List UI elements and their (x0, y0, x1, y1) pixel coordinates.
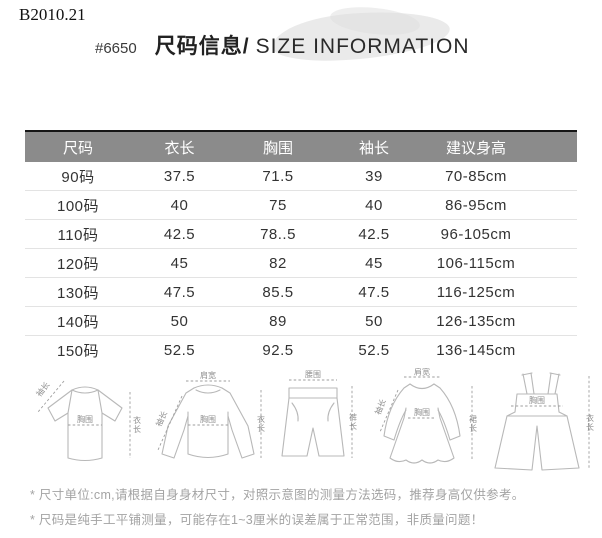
chest-cell: 75 (269, 196, 287, 214)
length-cell: 37.5 (163, 167, 196, 185)
table-row: 140码 50 89 50 126-135cm (25, 307, 577, 336)
height-cell: 116-125cm (436, 283, 516, 301)
size-cell: 90码 (61, 168, 95, 186)
footnote-units: * 尺寸单位:cm,请根据自身身材尺寸，对照示意图的测量方法选码，推荐身高仅供参… (30, 488, 525, 502)
chest-cell: 85.5 (262, 283, 294, 301)
dress-sleeve-label: 袖长 (373, 398, 388, 417)
dress-length-label: 裙长 (469, 414, 478, 433)
shorts-diagram: 腰围 裤长 (281, 370, 358, 458)
longsleeve-chest-label: 胸围 (200, 414, 216, 424)
size-cell: 100码 (56, 197, 100, 215)
chest-cell: 82 (269, 254, 287, 272)
table-body: 90码 37.5 71.5 39 70-85cm 100码 40 75 40 8… (25, 162, 577, 365)
column-header-chest: 胸围 (262, 139, 293, 157)
overalls-length-label: 衣长 (586, 413, 595, 432)
title-chinese: 尺码信息/ (154, 35, 250, 58)
size-cell: 120码 (56, 255, 100, 273)
tee-chest-label: 胸围 (77, 414, 93, 424)
shorts-waist-label: 腰围 (305, 370, 321, 379)
tee-diagram: 胸围 袖长 衣长 (34, 380, 142, 462)
length-cell: 47.5 (163, 283, 196, 301)
sleeve-cell: 52.5 (358, 342, 390, 359)
longsleeve-length-label: 衣长 (257, 414, 266, 433)
height-cell: 96-105cm (440, 225, 512, 243)
length-cell: 52.5 (163, 342, 196, 359)
size-cell: 140码 (56, 313, 100, 331)
sleeve-cell: 42.5 (358, 225, 390, 243)
batch-code: B2010.21 (19, 5, 86, 24)
page-title: #6650 尺码信息/ SIZE INFORMATION (95, 30, 470, 60)
height-cell: 70-85cm (445, 167, 507, 185)
size-cell: 130码 (56, 284, 100, 302)
chest-cell: 92.5 (262, 342, 294, 359)
sleeve-cell: 40 (365, 196, 383, 214)
shorts-length-label: 裤长 (349, 412, 358, 431)
tee-length-label: 衣长 (133, 415, 142, 434)
title-english: SIZE INFORMATION (255, 35, 470, 58)
table-row: 150码 52.5 92.5 52.5 136-145cm (25, 336, 577, 365)
sleeve-cell: 50 (365, 312, 383, 330)
measurement-diagrams: 胸围 袖长 衣长 肩宽 袖长 胸围 衣长 腰围 裤长 (22, 368, 600, 480)
dress-diagram: 肩宽 袖长 胸围 裙长 (373, 368, 478, 464)
table-row: 130码 47.5 85.5 47.5 116-125cm (25, 278, 577, 307)
footnotes: * 尺寸单位:cm,请根据自身身材尺寸，对照示意图的测量方法选码，推荐身高仅供参… (30, 483, 525, 533)
height-cell: 86-95cm (445, 196, 507, 214)
table-row: 100码 40 75 40 86-95cm (25, 191, 577, 220)
overalls-chest-label: 胸围 (529, 395, 545, 405)
style-number: #6650 (95, 40, 137, 57)
table-row: 110码 42.5 78..5 42.5 96-105cm (25, 220, 577, 249)
size-cell: 110码 (57, 226, 99, 244)
longsleeve-sleeve-label: 袖长 (153, 409, 169, 428)
sleeve-cell: 47.5 (358, 283, 390, 301)
table-row: 120码 45 82 45 106-115cm (25, 249, 577, 278)
height-cell: 126-135cm (436, 312, 516, 330)
length-cell: 50 (170, 312, 189, 330)
length-cell: 40 (170, 196, 189, 214)
dress-chest-label: 胸围 (414, 407, 430, 417)
column-header-sleeve: 袖长 (358, 139, 389, 157)
height-cell: 106-115cm (436, 254, 516, 272)
chest-cell: 78..5 (260, 225, 296, 243)
table-header-row: 尺码 衣长 胸围 袖长 建议身高 (25, 132, 577, 162)
chest-cell: 71.5 (262, 167, 294, 185)
size-table: 尺码 衣长 胸围 袖长 建议身高 90码 37.5 71.5 39 70-85c… (25, 130, 577, 365)
longsleeve-shoulder-label: 肩宽 (200, 370, 216, 380)
length-cell: 45 (170, 254, 189, 272)
size-cell: 150码 (56, 343, 100, 360)
tee-sleeve-label: 袖长 (34, 380, 52, 399)
longsleeve-diagram: 肩宽 袖长 胸围 衣长 (153, 370, 266, 459)
overalls-diagram: 胸围 衣长 (494, 372, 595, 471)
column-header-height: 建议身高 (445, 139, 506, 157)
height-cell: 136-145cm (436, 342, 516, 359)
sleeve-cell: 45 (365, 254, 383, 272)
footnote-tolerance: * 尺码是纯手工平铺测量，可能存在1~3厘米的误差属于正常范围，非质量问题！ (30, 513, 484, 527)
sleeve-cell: 39 (365, 167, 383, 185)
length-cell: 42.5 (163, 225, 196, 243)
chest-cell: 89 (269, 312, 287, 330)
table-row: 90码 37.5 71.5 39 70-85cm (25, 162, 577, 191)
column-header-length: 衣长 (164, 139, 195, 157)
dress-shoulder-label: 肩宽 (414, 368, 430, 377)
column-header-size: 尺码 (62, 139, 93, 157)
